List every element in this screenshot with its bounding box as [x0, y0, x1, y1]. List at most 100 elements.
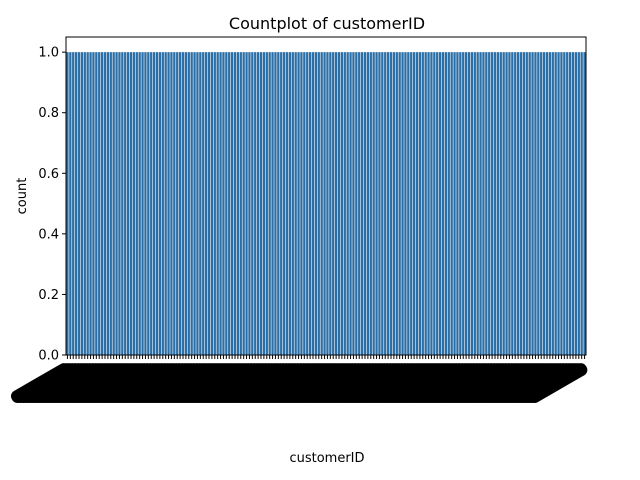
- chart-title: Countplot of customerID: [229, 14, 425, 33]
- bar: [268, 52, 271, 355]
- bar: [352, 52, 355, 355]
- bar: [375, 52, 378, 355]
- bar: [164, 52, 167, 355]
- bar: [66, 52, 69, 355]
- bar: [389, 52, 393, 355]
- bar: [450, 52, 453, 355]
- bar: [251, 52, 254, 355]
- bar: [320, 52, 323, 355]
- bar: [115, 52, 118, 355]
- bar: [499, 52, 502, 355]
- bar: [470, 52, 474, 355]
- bar: [522, 52, 526, 355]
- bar: [170, 52, 173, 355]
- bar: [98, 52, 101, 355]
- bar: [118, 52, 121, 355]
- bar: [202, 52, 205, 355]
- bar: [488, 52, 491, 355]
- bar: [152, 52, 156, 355]
- bar: [464, 52, 468, 355]
- bar: [421, 52, 424, 355]
- bar: [126, 52, 130, 355]
- bar: [418, 52, 422, 355]
- bar: [271, 52, 274, 355]
- bar: [415, 52, 419, 355]
- bar: [473, 52, 476, 355]
- y-tick-label: 0.0: [38, 349, 59, 364]
- bar: [112, 52, 115, 355]
- bar: [482, 52, 485, 355]
- bar: [340, 52, 344, 355]
- bar: [222, 52, 225, 355]
- bar: [297, 52, 300, 355]
- bar: [505, 52, 508, 355]
- bar: [72, 52, 75, 355]
- bar: [525, 52, 528, 355]
- bar: [485, 52, 488, 355]
- bar: [239, 52, 242, 355]
- bar: [496, 52, 500, 355]
- bar: [69, 52, 72, 355]
- bar: [447, 52, 450, 355]
- bar: [265, 52, 268, 355]
- bar: [129, 52, 133, 355]
- bar: [337, 52, 341, 355]
- bar: [433, 52, 436, 355]
- bar: [86, 52, 89, 355]
- bar: [346, 52, 349, 355]
- y-axis: 0.0 0.2 0.4 0.6 0.8 1.0: [38, 46, 66, 364]
- bar: [343, 52, 346, 355]
- bar: [462, 52, 465, 355]
- bar: [89, 52, 92, 355]
- y-tick-label: 0.6: [38, 167, 59, 182]
- bar: [395, 52, 398, 355]
- bar: [381, 52, 384, 355]
- bar: [577, 52, 580, 355]
- bar: [317, 52, 320, 355]
- bar: [323, 52, 326, 355]
- bar: [311, 52, 315, 355]
- bar: [369, 52, 372, 355]
- y-axis-label: count: [15, 178, 30, 215]
- bar: [254, 52, 257, 355]
- bar: [531, 52, 534, 355]
- bar: [193, 52, 196, 355]
- bar: [490, 52, 494, 355]
- bar: [225, 52, 228, 355]
- bar: [155, 52, 159, 355]
- bar: [554, 52, 557, 355]
- bar: [372, 52, 375, 355]
- bar: [410, 52, 413, 355]
- bar: [303, 52, 306, 355]
- x-ticks: [66, 355, 586, 359]
- bar: [242, 52, 245, 355]
- bar: [467, 52, 471, 355]
- bar: [167, 52, 170, 355]
- bar: [92, 52, 95, 355]
- bar: [444, 52, 448, 355]
- bar: [83, 52, 86, 355]
- bar: [100, 52, 104, 355]
- bar: [132, 52, 136, 355]
- bar: [300, 52, 303, 355]
- bar: [306, 52, 309, 355]
- bar: [580, 52, 583, 355]
- bar: [412, 52, 416, 355]
- bar: [502, 52, 505, 355]
- bar: [138, 52, 141, 355]
- bar: [176, 52, 179, 355]
- bar: [363, 52, 367, 355]
- y-tick-label: 0.4: [38, 227, 59, 242]
- bar: [441, 52, 445, 355]
- bar: [516, 52, 520, 355]
- y-tick-label: 0.2: [38, 288, 59, 303]
- bar: [366, 52, 370, 355]
- bar: [121, 52, 124, 355]
- bar: [184, 52, 188, 355]
- bar: [187, 52, 190, 355]
- bar: [135, 52, 138, 355]
- bar: [514, 52, 517, 355]
- bar: [245, 52, 248, 355]
- bar: [230, 52, 234, 355]
- bar: [314, 52, 318, 355]
